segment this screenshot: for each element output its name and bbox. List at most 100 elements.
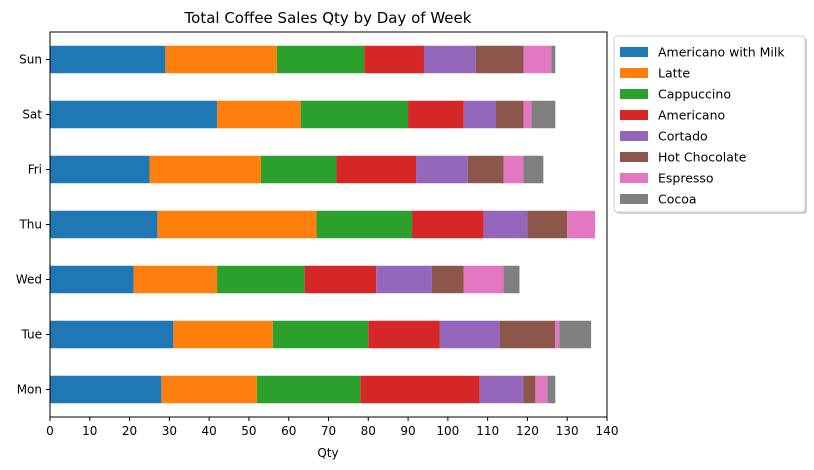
bar-segment [276,45,365,74]
bar-segment [551,45,556,74]
bar-segment [336,155,417,184]
bar-segment [531,100,556,129]
legend-label: Americano with Milk [658,45,785,60]
bar-segment [360,375,480,404]
x-tick-label: 90 [400,424,415,438]
bar-segment [272,320,369,349]
y-axis: Mon Tue Wed Thu Fri Sat Sun [16,53,50,397]
bar-segment [523,155,544,184]
x-axis-title: Qty [317,446,338,460]
bar-segment [412,210,484,239]
bar-segment [523,45,552,74]
bar-segment [368,320,440,349]
bar-segment [256,375,361,404]
bar-segment [161,375,257,404]
x-tick-label: 80 [361,424,376,438]
bar-segment [50,265,134,294]
bar-segment [217,100,301,129]
bar-segment [300,100,409,129]
bar-segment [416,155,468,184]
bar-segment [535,375,548,404]
bar-segment [316,210,413,239]
legend-label: Cortado [658,129,708,144]
bar-segment [479,375,524,404]
bar-segment [567,210,596,239]
x-tick-label: 60 [281,424,296,438]
bar-segment [483,210,528,239]
bar-segment [165,45,277,74]
bar-segment [149,155,261,184]
x-tick-label: 40 [202,424,217,438]
bar-segment [50,100,218,129]
bar-segment [260,155,337,184]
legend-swatch [620,194,648,204]
bar-segment [133,265,218,294]
bar-segment [50,45,166,74]
legend-swatch [620,173,648,183]
bar-segment [431,265,464,294]
y-tick-label: Sun [19,53,42,67]
bar-segment [463,265,504,294]
legend-label: Cocoa [658,192,697,207]
y-tick-label: Thu [18,218,42,232]
x-tick-label: 100 [436,424,459,438]
bar-segment [408,100,464,129]
legend-label: Latte [658,66,690,81]
legend: Americano with Milk Latte Cappuccino Americ… [613,35,807,214]
x-tick-label: 10 [82,424,97,438]
bar-segment [467,155,504,184]
bar-segment [50,375,162,404]
legend-label: Cappuccino [658,87,731,102]
y-tick-label: Wed [16,273,42,287]
chart-title: Total Coffee Sales Qty by Day of Week [184,9,472,27]
legend-label: Hot Chocolate [658,150,747,165]
bar-segment [527,210,568,239]
bar-segment [463,100,496,129]
bar-segment [523,375,536,404]
x-tick-label: 50 [241,424,256,438]
x-tick-label: 140 [596,424,619,438]
bar-segment [50,210,158,239]
bar-segment [547,375,556,404]
legend-swatch [620,152,648,162]
bar-segment [50,320,174,349]
x-tick-label: 70 [321,424,336,438]
x-tick-label: 0 [46,424,54,438]
bar-segment [173,320,273,349]
legend-swatch [620,110,648,120]
bar-segment [499,320,556,349]
x-tick-label: 110 [476,424,499,438]
bar-segment [559,320,592,349]
legend-box [613,35,806,213]
bar-segment [439,320,500,349]
bar-segment [503,155,524,184]
y-tick-label: Fri [28,163,42,177]
bar-segment [157,210,317,239]
bar-segment [217,265,305,294]
bars-layer [50,45,596,404]
y-tick-label: Sat [22,108,42,122]
bar-segment [423,45,476,74]
bar-segment [495,100,524,129]
legend-swatch [620,131,648,141]
bar-segment [523,100,532,129]
legend-swatch [620,47,648,57]
x-tick-label: 20 [122,424,137,438]
x-tick-label: 120 [516,424,539,438]
x-tick-label: 130 [556,424,579,438]
legend-label: Americano [658,108,725,123]
y-tick-label: Mon [17,383,42,397]
y-tick-label: Tue [21,328,43,342]
legend-swatch [620,68,648,78]
legend-swatch [620,89,648,99]
bar-segment [503,265,520,294]
bar-segment [304,265,377,294]
bar-segment [50,155,150,184]
bar-segment [555,320,560,349]
bar-segment [364,45,424,74]
x-axis: 0 10 20 30 40 50 60 70 80 90 100 110 120 130 140 [46,417,618,438]
bar-segment [376,265,432,294]
x-tick-label: 30 [162,424,177,438]
